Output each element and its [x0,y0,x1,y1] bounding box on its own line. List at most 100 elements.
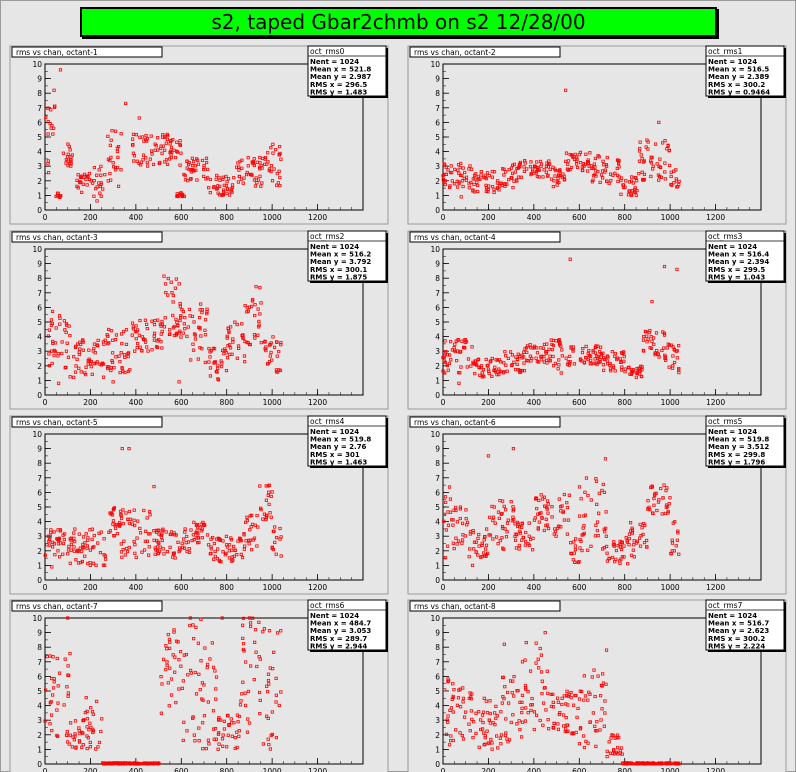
data-point [258,174,262,178]
data-point [83,554,87,558]
data-point [118,359,122,364]
data-point [82,172,87,176]
data-point [205,533,210,537]
data-point [66,552,70,556]
data-point [132,518,136,522]
data-point [520,700,524,704]
data-point [611,173,615,177]
data-point [493,723,497,727]
data-point [212,541,217,546]
data-point [518,162,522,166]
y-tick-label: 4 [37,518,42,527]
data-point [237,168,241,172]
data-point [274,700,278,704]
data-point [94,187,98,191]
data-point [582,360,586,364]
data-point [516,175,521,179]
data-point [74,558,78,562]
data-point [89,365,93,369]
data-point [543,686,547,690]
data-point [622,544,626,548]
data-point [520,521,524,525]
data-point [225,336,229,340]
y-tick-label: 1 [37,561,42,570]
data-point [159,533,163,537]
stats-box [307,230,387,282]
y-tick-label: 9 [37,75,42,84]
stats-line: Mean x = 516.7 [708,620,769,628]
data-point [118,370,122,375]
x-tick-label: 0 [441,213,446,222]
data-point [83,371,87,375]
data-point [143,539,147,544]
y-tick-label: 8 [37,643,42,652]
data-point [176,640,180,644]
x-tick-label: 1200 [706,583,725,592]
data-point [89,725,93,730]
data-point [640,374,644,379]
data-point [661,141,665,145]
data-point [168,545,172,549]
data-point [91,729,96,733]
data-point [488,515,492,519]
data-point [509,176,513,180]
data-point [235,713,240,717]
y-tick-label: 10 [32,430,42,439]
data-point [120,366,124,371]
y-tick-label: 5 [37,687,42,696]
data-point [569,346,573,350]
data-point [94,747,98,751]
data-point [523,658,527,662]
data-point [81,340,85,344]
data-point [498,539,502,543]
data-point [158,160,162,165]
data-point [53,341,58,345]
y-tick-label: 4 [37,702,42,711]
data-point [593,534,597,538]
data-point [477,745,481,749]
data-point [167,157,172,161]
data-point [133,523,137,528]
stats-line: RMS x = 296.5 [310,81,367,89]
data-point [484,547,488,551]
data-point [273,525,277,529]
data-point [578,537,582,542]
data-point [181,738,185,743]
data-point [189,528,193,532]
data-point [632,539,636,543]
data-point [140,135,145,139]
data-point [655,348,659,353]
data-point [650,299,654,304]
data-point [480,727,485,731]
x-tick-label: 1200 [308,398,327,407]
data-point [461,696,466,701]
data-point [586,160,590,164]
data-point [474,172,478,176]
data-point [595,362,599,367]
data-point [231,337,235,341]
data-point [115,165,120,169]
data-point [79,560,83,565]
data-point [485,171,490,175]
data-point [165,660,169,664]
data-point [457,171,461,175]
data-point [468,164,472,168]
data-point [115,531,120,536]
data-point [258,155,262,160]
data-point [504,363,508,367]
y-tick-label: 6 [37,118,42,127]
data-point [472,720,476,724]
data-point [624,762,628,766]
data-point [607,740,611,744]
y-tick-label: 0 [37,760,42,769]
data-point [196,357,200,361]
data-point [133,349,137,353]
data-point [587,690,591,694]
data-point [493,521,497,525]
data-point [443,360,448,364]
data-point [190,314,195,319]
data-point [530,703,534,707]
data-point [251,538,255,542]
y-tick-label: 2 [435,731,440,740]
